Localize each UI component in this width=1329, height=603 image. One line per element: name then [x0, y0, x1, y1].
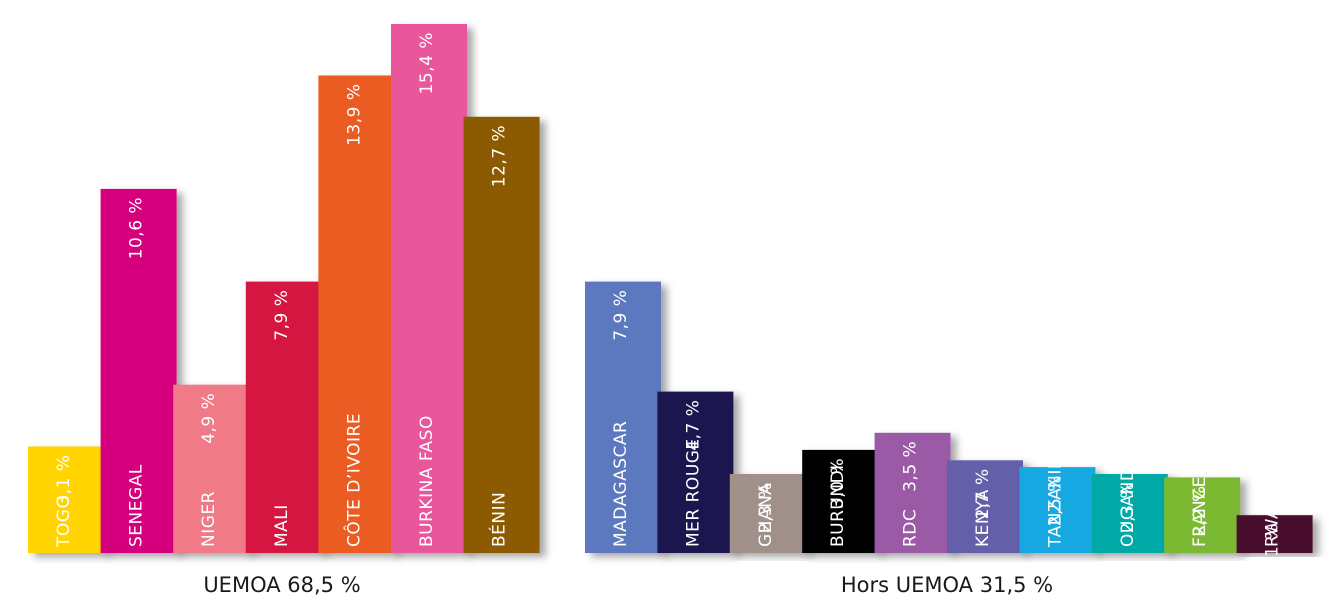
value-label-niger: 4,9 %	[199, 393, 219, 444]
bar-niger	[173, 384, 250, 553]
bar-ouganda	[1091, 474, 1168, 553]
value-label-ghana: 2,3 %	[756, 482, 776, 533]
value-label-senegal: 10,6 %	[127, 197, 147, 259]
category-label-ghana: GHANA	[756, 483, 776, 547]
category-label-cote-d-ivoire: CÔTE D’IVOIRE	[342, 413, 364, 547]
category-label-kenya: KENYA	[973, 489, 993, 547]
bar-mali	[245, 281, 322, 553]
category-label-ouganda: OUGANDA	[1118, 456, 1138, 547]
bar-burkina-faso	[391, 24, 467, 553]
category-label-france: FRANCE	[1190, 476, 1210, 547]
value-label-mer-rouge: 4,7 %	[683, 400, 703, 451]
bar-cote-d-ivoire	[318, 75, 395, 553]
bar-benin	[463, 116, 540, 554]
value-label-madagascar: 7,9 %	[611, 290, 631, 341]
value-label-mali: 7,9 %	[272, 290, 292, 341]
category-label-rdc: RDC	[901, 509, 921, 547]
category-label-madagascar: MADAGASCAR	[611, 421, 631, 547]
bar-senegal	[100, 188, 177, 553]
value-label-togo: 3,1 %	[54, 455, 74, 506]
bar-rdc	[874, 432, 951, 553]
value-label-rdc: 3,5 %	[901, 441, 921, 492]
value-label-france: 2,2 %	[1190, 485, 1210, 536]
category-label-mali: MALI	[272, 504, 292, 547]
group-title-hors-uemoa: Hors UEMOA 31,5 %	[841, 573, 1053, 597]
bar-kenya	[947, 460, 1023, 553]
bar-ghana	[729, 474, 806, 553]
bar-burundi	[802, 449, 879, 553]
bar-rwanda	[1236, 515, 1313, 553]
bar-mer-rouge	[657, 391, 734, 553]
value-label-ouganda: 2,3 %	[1118, 482, 1138, 533]
bar-france	[1164, 477, 1241, 553]
value-label-tanzanie: 2,5 %	[1045, 475, 1065, 526]
category-label-senegal: SENEGAL	[127, 464, 147, 547]
category-label-mer-rouge: MER ROUGE	[683, 438, 703, 547]
value-label-cote-d-ivoire: 13,9 %	[344, 84, 364, 146]
category-label-tanzanie: TANZANIE	[1045, 458, 1065, 548]
bar-togo	[28, 446, 104, 553]
value-label-burundi: 3,0 %	[828, 458, 848, 509]
category-label-niger: NIGER	[199, 491, 219, 547]
category-label-rwanda: RWANDA	[1263, 468, 1283, 547]
category-label-benin: BÉNIN	[488, 492, 510, 547]
value-label-benin: 12,7 %	[490, 125, 510, 187]
category-label-burkina-faso: BURKINA FASO	[417, 415, 437, 547]
value-label-rwanda: 1,1 %	[1263, 523, 1283, 574]
group-title-uemoa: UEMOA 68,5 %	[203, 573, 360, 597]
category-label-togo: TOGO	[54, 495, 74, 548]
bar-madagascar	[585, 281, 661, 553]
category-label-burundi: BURUNDI	[828, 464, 848, 547]
value-label-burkina-faso: 15,4 %	[417, 32, 437, 94]
value-label-kenya: 2,7 %	[973, 468, 993, 519]
bar-tanzanie	[1019, 467, 1096, 553]
